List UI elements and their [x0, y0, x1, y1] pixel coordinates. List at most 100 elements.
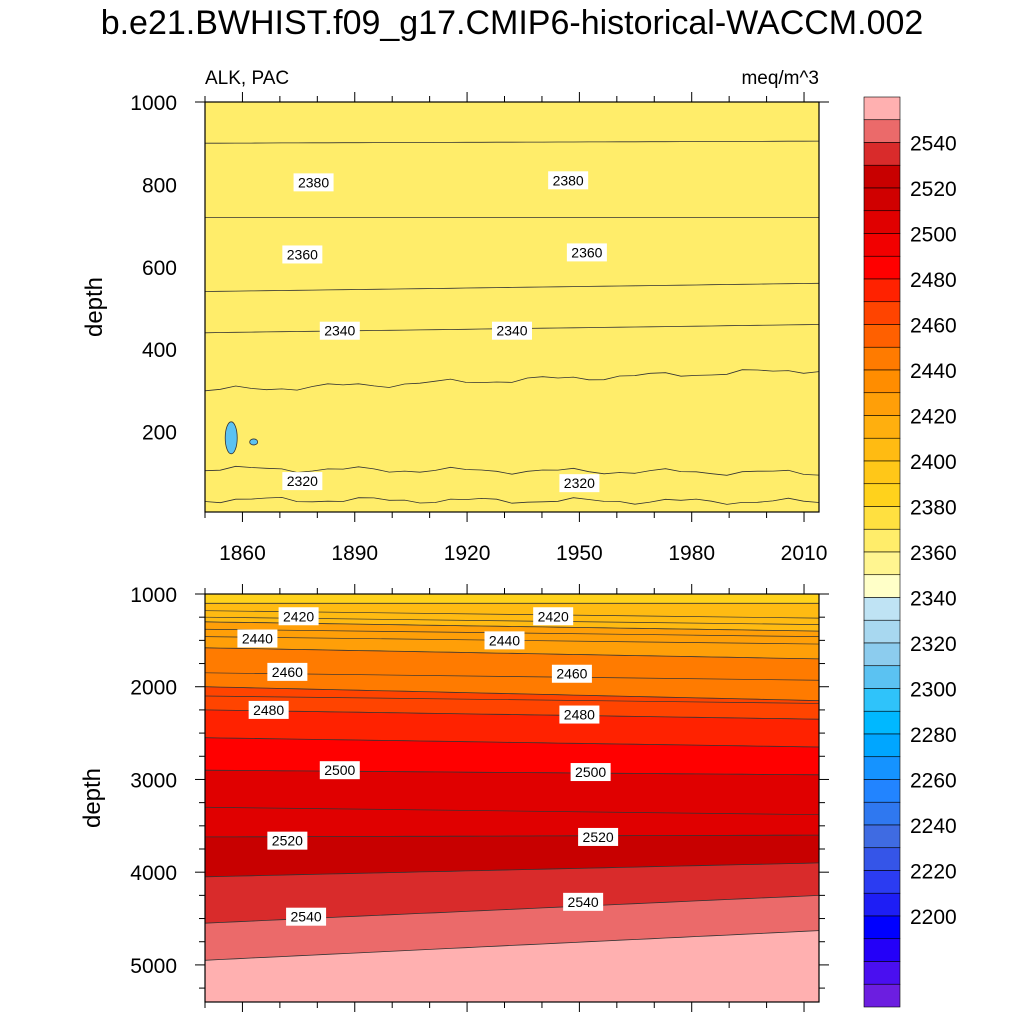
y-tick-label: 2000: [130, 677, 177, 700]
colorbar-label: 2420: [910, 406, 957, 429]
colorbar-box: [863, 233, 901, 257]
contour-label-text: 2500: [324, 762, 355, 778]
y-axis-label: depth: [79, 768, 106, 828]
contour-label: 2380: [548, 171, 589, 190]
contour-label: 2460: [267, 662, 308, 681]
colorbar-box: [863, 756, 901, 780]
colorbar-label: 2400: [910, 451, 957, 474]
panel-left-string: ALK, PAC: [205, 68, 289, 89]
y-axis-label: depth: [81, 277, 108, 337]
x-tick-label: 2010: [781, 542, 828, 565]
colorbar-box: [863, 96, 901, 121]
colorbar-label: 2300: [910, 679, 957, 702]
colorbar-box: [863, 710, 901, 735]
contour-line: [204, 369, 820, 392]
contour-label: 2420: [533, 607, 574, 626]
colorbar-label: 2500: [910, 224, 957, 247]
contour-line: [204, 862, 820, 878]
panel-units: meq/m^3: [741, 68, 819, 89]
contour-label-text: 2320: [287, 473, 318, 489]
x-tick-label: 1890: [331, 542, 378, 565]
colorbar-label: 2540: [910, 133, 957, 156]
contour-label: 2380: [293, 173, 334, 192]
colorbar-box: [863, 187, 901, 212]
colorbar-box: [863, 346, 901, 371]
contour-label: 2340: [319, 321, 360, 340]
colorbar-box: [863, 688, 901, 712]
contour-label: 2520: [267, 831, 308, 850]
contour-label: 2540: [563, 892, 604, 911]
contour-line: [204, 282, 820, 292]
contour-line: [205, 140, 820, 144]
contour-label-text: 2540: [291, 909, 322, 925]
colorbar-label: 2460: [910, 315, 957, 338]
contour-label-text: 2420: [538, 608, 569, 624]
colorbar-label: 2280: [910, 724, 957, 747]
colorbar-box: [863, 892, 901, 917]
contour-line: [204, 465, 820, 476]
contour-label: 2540: [286, 907, 327, 926]
contour-label: 2340: [492, 321, 532, 340]
y-tick-label: 200: [142, 422, 177, 445]
colorbar-box: [863, 574, 901, 598]
y-tick-label: 5000: [130, 955, 177, 978]
plot-frame: [204, 593, 820, 1003]
contour-label-text: 2320: [564, 475, 595, 491]
contour-band: [205, 102, 819, 512]
contour-label: 2320: [559, 474, 600, 493]
contour-line: [204, 737, 820, 748]
colorbar-box: [863, 369, 901, 394]
colorbar: 2540 2520 2500 2480 2460 2440 2420 2400 2380 2360…: [863, 96, 957, 1008]
colorbar-box: [863, 665, 901, 689]
contour-label: 2440: [484, 631, 525, 650]
contour-line: [204, 709, 820, 720]
colorbar-box: [863, 824, 901, 849]
colorbar-box: [863, 551, 901, 576]
colorbar-label: 2340: [910, 588, 957, 611]
contour-label-text: 2540: [568, 894, 599, 910]
contour-label: 2360: [566, 243, 607, 262]
colorbar-label: 2320: [910, 633, 957, 656]
colorbar-box: [863, 938, 901, 962]
y-tick-label: 1000: [130, 584, 177, 607]
x-tick-label: 1860: [219, 542, 266, 565]
colorbar-box: [863, 210, 901, 234]
contour-label: 2320: [282, 472, 323, 491]
contour-label-text: 2420: [283, 608, 314, 624]
page-title: b.e21.BWHIST.f09_g17.CMIP6-historical-WA…: [100, 4, 924, 42]
contour-label: 2420: [278, 607, 319, 626]
colorbar-label: 2520: [910, 178, 957, 201]
contour-label-text: 2360: [571, 244, 602, 260]
colorbar-label: 2380: [910, 497, 957, 520]
contour-label-text: 2500: [575, 764, 606, 780]
colorbar-box: [863, 164, 901, 189]
contour-label-text: 2460: [556, 666, 587, 682]
y-tick-label: 1000: [130, 92, 177, 115]
contour-label: 2440: [237, 629, 278, 648]
contour-label: 2460: [551, 664, 592, 683]
contour-label: 2500: [319, 761, 360, 780]
y-tick-label: 3000: [130, 769, 177, 792]
bottom-panel: 2420 2420 2440 2440 2460 2460 2480 2480 2500 2500…: [79, 584, 829, 1012]
x-tick-label: 1980: [668, 542, 715, 565]
colorbar-box: [863, 528, 901, 553]
colorbar-box: [863, 301, 901, 325]
colorbar-box: [863, 255, 901, 280]
contour-label: 2480: [248, 700, 289, 719]
colorbar-box: [863, 460, 901, 485]
contour-line: [204, 496, 820, 505]
contour-label-text: 2480: [253, 702, 284, 718]
contour-label-text: 2440: [489, 632, 520, 648]
colorbar-label: 2480: [910, 269, 957, 292]
colorbar-label: 2220: [910, 861, 957, 884]
colorbar-box: [863, 597, 901, 621]
colorbar-box: [863, 119, 901, 143]
colorbar-box: [863, 483, 901, 507]
colorbar-label: 2200: [910, 906, 957, 929]
contour-label-text: 2520: [583, 829, 614, 845]
contour-line: [204, 647, 820, 660]
colorbar-box: [863, 642, 901, 667]
colorbar-box: [863, 619, 901, 644]
colorbar-label: 2360: [910, 542, 957, 565]
contour-line: [204, 930, 820, 961]
